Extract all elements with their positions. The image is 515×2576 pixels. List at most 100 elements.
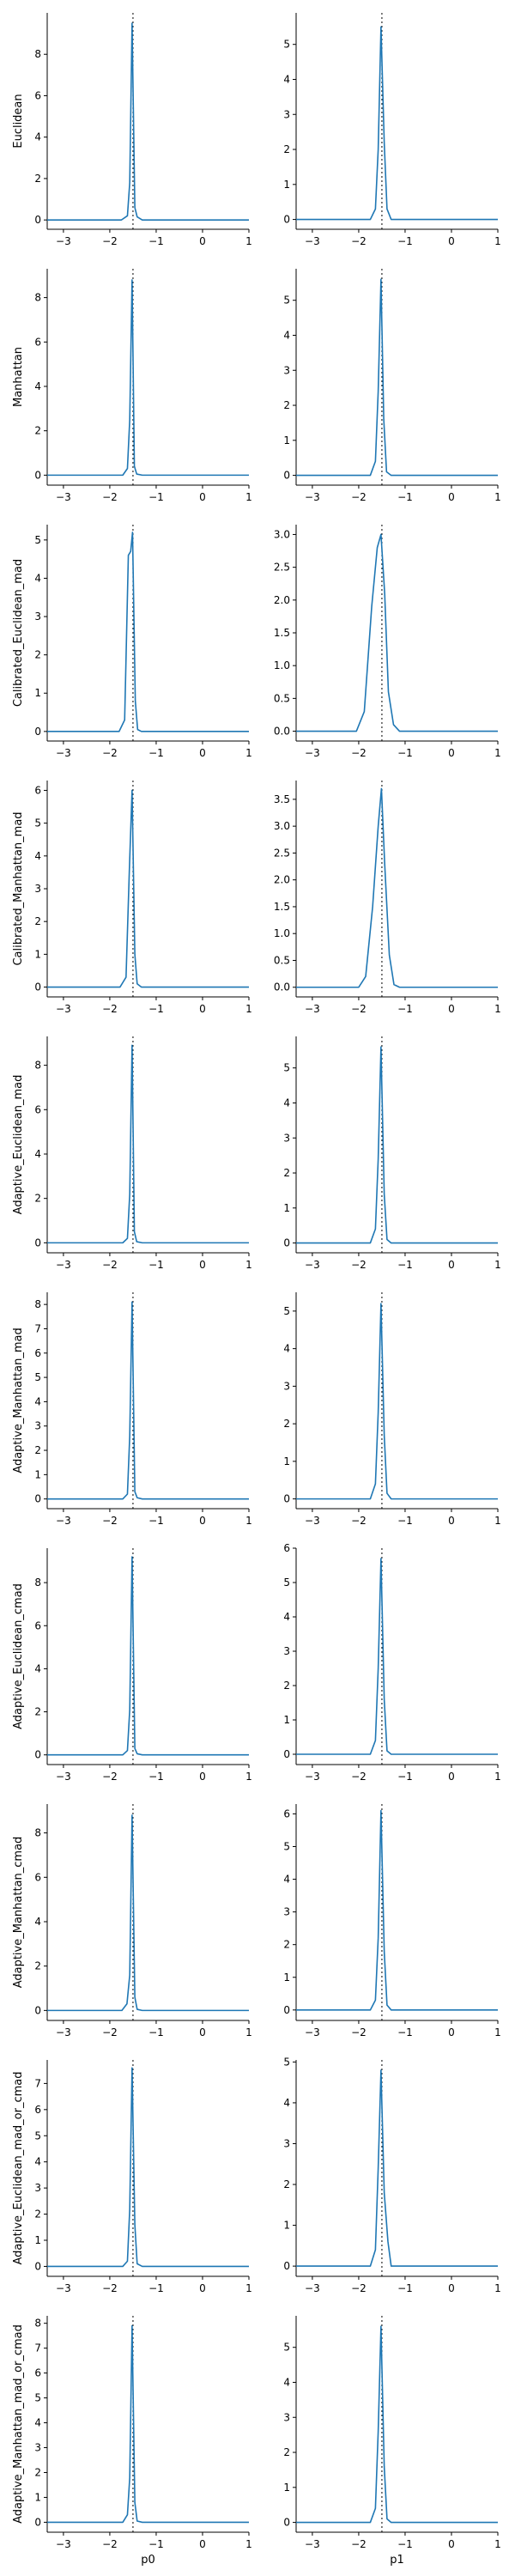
panel-Adaptive_Euclidean_mad-p0: −3 −2 −1 0 1 0 2 4 6 8 [34, 1036, 252, 1271]
x-tick-label: −3 [56, 235, 71, 247]
panel-Manhattan-p0: −3 −2 −1 0 1 0 2 4 6 8 [34, 269, 252, 503]
y-tick-label: 3 [34, 883, 41, 895]
x-tick-label: 1 [245, 1771, 252, 1783]
y-tick-label: 2 [34, 915, 41, 927]
y-tick-label: 4 [283, 1874, 290, 1886]
row-label: Adaptive_Euclidean_mad_or_cmad [12, 2071, 25, 2264]
x-tick-label: −2 [351, 1259, 367, 1271]
x-tick-label: −3 [305, 1515, 320, 1527]
density-curve [296, 533, 498, 732]
x-tick-label: −2 [351, 1771, 367, 1783]
y-tick-label: 0 [34, 981, 41, 993]
x-tick-label: 0 [448, 2026, 455, 2038]
x-tick-label: 1 [494, 1003, 501, 1015]
density-curve [47, 1814, 249, 2012]
density-curve [47, 1556, 249, 1756]
y-tick-label: 3 [283, 1906, 290, 1918]
x-tick-label: −1 [148, 747, 164, 759]
x-tick-label: −2 [351, 1515, 367, 1527]
x-tick-label: −1 [397, 1003, 413, 1015]
x-tick-label: 1 [494, 1259, 501, 1271]
y-tick-label: 1 [283, 179, 290, 191]
y-tick-label: 1 [283, 2482, 290, 2494]
y-tick-label: 5 [283, 1840, 290, 1852]
y-tick-label: 2 [283, 1680, 290, 1692]
y-tick-label: 3 [34, 2182, 41, 2194]
x-tick-label: −2 [102, 235, 118, 247]
y-tick-label: 3 [34, 2442, 41, 2454]
y-tick-label: 0 [283, 2517, 290, 2529]
y-tick-label: 6 [34, 89, 41, 101]
density-curve [47, 279, 249, 477]
y-tick-label: 3.0 [274, 528, 290, 540]
y-tick-label: 5 [283, 1305, 290, 1317]
x-tick-label: −3 [305, 1259, 320, 1271]
x-tick-label: 0 [199, 1259, 206, 1271]
x-tick-label: −1 [148, 1771, 164, 1783]
x-tick-label: 0 [199, 2026, 206, 2038]
density-curve [296, 1303, 498, 1500]
x-tick-label: −2 [102, 2026, 118, 2038]
x-tick-label: 1 [245, 2538, 252, 2550]
x-tick-label: −2 [102, 1003, 118, 1015]
x-tick-label: 1 [494, 235, 501, 247]
density-curve [47, 2067, 249, 2268]
x-tick-label: −3 [305, 2282, 320, 2294]
panel-Adaptive_Euclidean_cmad-p0: −3 −2 −1 0 1 0 2 4 6 8 [34, 1548, 252, 1783]
y-tick-label: 2 [34, 1706, 41, 1718]
y-tick-label: 0.5 [274, 954, 290, 966]
y-tick-label: 1.5 [274, 901, 290, 913]
y-tick-label: 2 [34, 425, 41, 437]
y-tick-label: 5 [34, 817, 41, 829]
x-tick-label: −1 [397, 2026, 413, 2038]
y-tick-label: 2 [34, 649, 41, 661]
x-tick-label: −2 [102, 2538, 118, 2550]
y-tick-label: 2 [283, 1939, 290, 1951]
x-tick-label: 1 [245, 1259, 252, 1271]
y-tick-label: 0 [34, 2260, 41, 2272]
panel-Adaptive_Manhattan_mad-p1: −3 −2 −1 0 1 0 1 2 3 4 5 [283, 1292, 501, 1527]
x-tick-label: −3 [305, 2538, 320, 2550]
panel-Calibrated_Manhattan_mad-p0: −3 −2 −1 0 1 0 1 2 3 4 5 6 [34, 781, 252, 1015]
x-tick-label: −1 [148, 2026, 164, 2038]
y-tick-label: 8 [34, 1060, 41, 1072]
y-tick-label: 2 [34, 1193, 41, 1205]
y-tick-label: 8 [34, 1827, 41, 1839]
y-tick-label: 1 [283, 1202, 290, 1214]
y-tick-label: 1 [34, 687, 41, 699]
density-curve [47, 1301, 249, 1500]
y-tick-label: 3 [283, 1132, 290, 1144]
x-tick-label: −3 [305, 491, 320, 503]
panel-Adaptive_Manhattan_cmad-p0: −3 −2 −1 0 1 0 2 4 6 8 [34, 1804, 252, 2038]
x-tick-label: −1 [148, 1515, 164, 1527]
x-tick-label: 0 [199, 1771, 206, 1783]
y-tick-label: 1 [283, 1455, 290, 1467]
density-curve [296, 1558, 498, 1755]
density-curve [296, 1046, 498, 1244]
column-label-p1: p1 [390, 2554, 404, 2567]
x-tick-label: −3 [305, 1003, 320, 1015]
y-tick-label: 0 [283, 214, 290, 226]
y-tick-label: 0 [283, 470, 290, 482]
column-label-p0: p0 [141, 2554, 155, 2567]
y-tick-label: 5 [283, 295, 290, 307]
x-tick-label: −1 [397, 747, 413, 759]
y-tick-label: 2 [34, 2466, 41, 2478]
y-tick-label: 5 [283, 39, 290, 51]
y-tick-label: 4 [34, 1662, 41, 1674]
y-tick-label: 1 [283, 2220, 290, 2232]
y-tick-label: 1 [283, 434, 290, 447]
y-tick-label: 1 [34, 948, 41, 960]
x-tick-label: −1 [397, 235, 413, 247]
x-tick-label: −3 [56, 2538, 71, 2550]
y-tick-label: 0 [34, 214, 41, 226]
x-tick-label: −3 [305, 2026, 320, 2038]
y-tick-label: 3 [283, 2137, 290, 2149]
x-tick-label: −1 [148, 2282, 164, 2294]
x-tick-label: −2 [351, 1003, 367, 1015]
x-tick-label: 1 [245, 1003, 252, 1015]
x-tick-label: −3 [56, 2026, 71, 2038]
y-tick-label: 2 [34, 1960, 41, 1972]
panel-Adaptive_Euclidean_mad-p1: −3 −2 −1 0 1 0 1 2 3 4 5 [283, 1036, 501, 1271]
x-tick-label: −2 [351, 747, 367, 759]
